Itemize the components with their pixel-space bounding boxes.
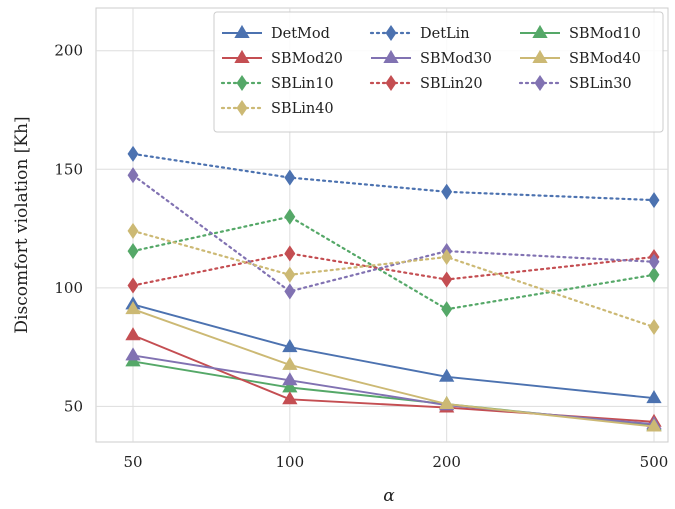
data-point	[127, 145, 139, 162]
legend: DetMod DetLin SBMod10 SBMod20 SBMod30 SBMod40…	[213, 11, 664, 133]
x-tick-label: 50	[123, 453, 142, 471]
series-layer	[125, 145, 662, 432]
series-line	[131, 174, 656, 293]
legend-entry: DetLin	[369, 24, 470, 42]
legend-entry: DetMod	[222, 24, 330, 42]
legend-label: SBLin10	[271, 76, 334, 92]
legend-marker	[234, 24, 250, 38]
x-tick-label: 500	[640, 453, 669, 471]
data-point	[282, 372, 298, 386]
legend-entry: SBMod20	[222, 49, 343, 67]
data-point	[282, 356, 298, 370]
data-point	[127, 167, 139, 184]
series-line	[132, 303, 655, 400]
series-SBLin40	[127, 222, 660, 336]
data-point	[441, 301, 453, 318]
tick-labels: 50 100 200 500 50 100 150 200	[54, 42, 668, 471]
legend-marker	[534, 74, 546, 92]
data-point	[439, 395, 455, 410]
data-point	[127, 222, 139, 239]
data-point	[646, 390, 662, 404]
legend-label: SBLin30	[569, 76, 632, 92]
y-tick-label: 200	[54, 42, 83, 60]
series-DetLin	[127, 145, 660, 209]
data-point	[127, 243, 139, 260]
data-point	[282, 391, 298, 405]
legend-entry: SBLin20	[369, 74, 483, 92]
legend-entry: SBMod10	[520, 24, 641, 42]
legend-entry: SBLin40	[220, 99, 334, 117]
legend-marker	[234, 49, 250, 63]
legend-entry: SBMod30	[371, 49, 492, 67]
legend-marker	[532, 49, 548, 63]
data-point	[648, 192, 660, 209]
data-point	[282, 339, 298, 353]
legend-marker	[236, 74, 248, 92]
legend-label: SBLin20	[420, 76, 483, 92]
series-line	[132, 308, 655, 428]
legend-label: SBMod30	[420, 51, 492, 67]
y-axis-label: Discomfort violation [Kh]	[12, 116, 32, 333]
y-tick-label: 100	[54, 279, 83, 297]
data-point	[125, 347, 141, 361]
series-SBMod40	[125, 301, 662, 432]
legend-label: DetMod	[271, 26, 330, 42]
series-line	[131, 229, 656, 329]
data-point	[441, 183, 453, 200]
data-point	[125, 327, 141, 341]
data-point	[284, 208, 296, 225]
legend-entry: SBLin30	[518, 74, 632, 92]
legend-label: SBMod40	[569, 51, 641, 67]
data-point	[648, 318, 660, 336]
data-point	[441, 271, 453, 288]
series-line	[131, 152, 656, 202]
legend-marker	[385, 24, 397, 42]
data-point	[646, 418, 662, 432]
legend-entry: SBMod40	[520, 49, 641, 67]
legend-frame	[213, 11, 664, 133]
data-point	[439, 368, 455, 382]
legend-marker	[532, 24, 548, 38]
x-tick-label: 200	[432, 453, 461, 471]
data-point	[284, 169, 296, 186]
y-tick-label: 50	[64, 397, 83, 415]
y-tick-label: 150	[54, 160, 83, 178]
legend-marker	[236, 99, 248, 117]
x-tick-label: 100	[276, 453, 305, 471]
legend-entry: SBLin10	[220, 74, 334, 92]
x-axis-label: α	[383, 486, 395, 506]
data-point	[284, 266, 296, 283]
data-point	[648, 253, 660, 270]
data-point	[127, 277, 139, 294]
legend-label: SBLin40	[271, 101, 334, 117]
legend-marker	[383, 49, 399, 63]
legend-label: SBMod20	[271, 51, 343, 67]
legend-marker	[385, 74, 397, 92]
data-point	[284, 283, 296, 300]
legend-label: DetLin	[420, 26, 470, 42]
data-point	[441, 248, 453, 266]
legend-label: SBMod10	[569, 26, 641, 42]
data-point	[125, 301, 141, 315]
data-point	[648, 266, 660, 283]
data-point	[284, 245, 296, 262]
series-SBLin30	[127, 167, 660, 300]
